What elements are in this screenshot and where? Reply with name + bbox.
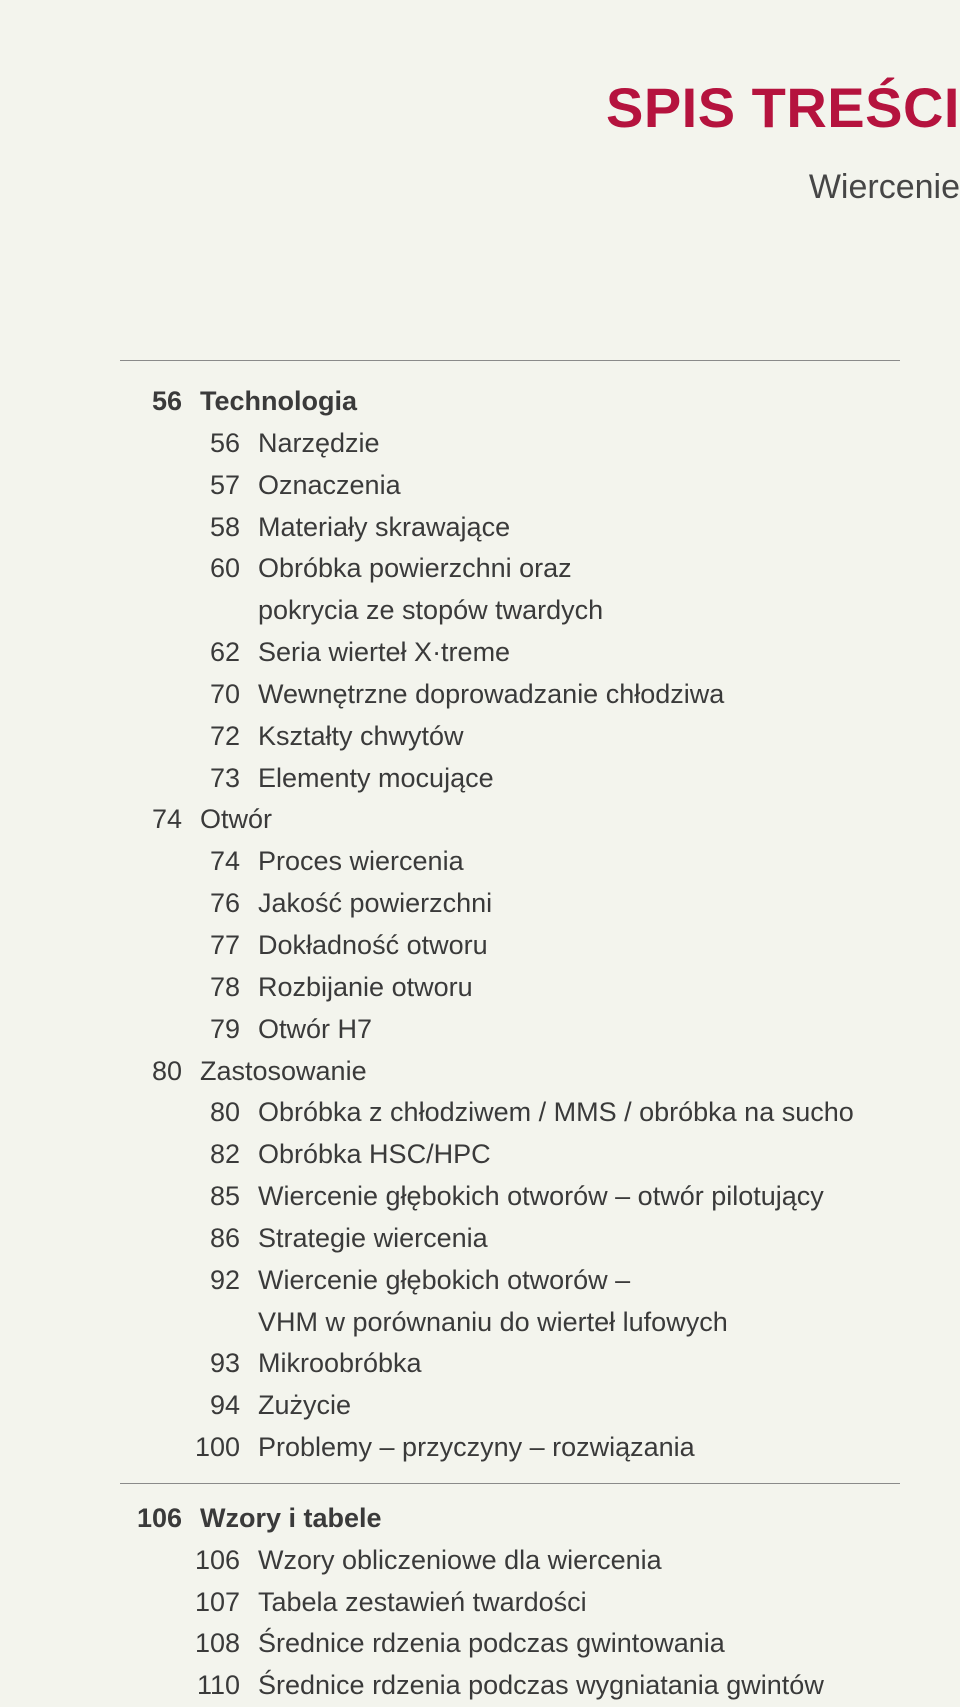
toc-entry: 106Wzory obliczeniowe dla wiercenia xyxy=(120,1540,900,1582)
toc-entry: 107Tabela zestawień twardości xyxy=(120,1582,900,1624)
table-of-contents: 56Technologia56Narzędzie57Oznaczenia58Ma… xyxy=(120,360,900,1707)
toc-page-number: 93 xyxy=(178,1343,258,1385)
toc-page-number: 80 xyxy=(120,1051,200,1093)
toc-entry: 110Średnice rdzenia podczas wygniatania … xyxy=(120,1665,900,1707)
toc-label: Wzory obliczeniowe dla wiercenia xyxy=(258,1540,900,1582)
toc-entry: 86Strategie wiercenia xyxy=(120,1218,900,1260)
toc-label: Średnice rdzenia podczas wygniatania gwi… xyxy=(258,1665,900,1707)
toc-entry: 73Elementy mocujące xyxy=(120,758,900,800)
toc-label: Obróbka powierzchni oraz xyxy=(258,548,900,590)
toc-page-number: 82 xyxy=(178,1134,258,1176)
toc-label: Zużycie xyxy=(258,1385,900,1427)
toc-page-number: 77 xyxy=(178,925,258,967)
toc-entry: 56Narzędzie xyxy=(120,423,900,465)
toc-entry: 77Dokładność otworu xyxy=(120,925,900,967)
toc-entry: 70Wewnętrzne doprowadzanie chłodziwa xyxy=(120,674,900,716)
toc-page-number: 80 xyxy=(178,1092,258,1134)
toc-entry: 85Wiercenie głębokich otworów – otwór pi… xyxy=(120,1176,900,1218)
toc-label: Wewnętrzne doprowadzanie chłodziwa xyxy=(258,674,900,716)
toc-label: Oznaczenia xyxy=(258,465,900,507)
toc-page-number: 86 xyxy=(178,1218,258,1260)
toc-entry: 60Obróbka powierzchni oraz xyxy=(120,548,900,590)
toc-label: Obróbka HSC/HPC xyxy=(258,1134,900,1176)
toc-page-number: 107 xyxy=(178,1582,258,1624)
toc-page-number: 74 xyxy=(120,799,200,841)
toc-entry: 57Oznaczenia xyxy=(120,465,900,507)
toc-entry: 82Obróbka HSC/HPC xyxy=(120,1134,900,1176)
toc-label: Seria wierteł X·treme xyxy=(258,632,900,674)
toc-entry: 76Jakość powierzchni xyxy=(120,883,900,925)
toc-page-number: 56 xyxy=(120,381,200,423)
toc-label: Zastosowanie xyxy=(200,1051,900,1093)
toc-entry-continuation: VHM w porównaniu do wierteł lufowych xyxy=(120,1302,900,1344)
toc-page-number: 58 xyxy=(178,507,258,549)
toc-page-number: 57 xyxy=(178,465,258,507)
toc-label-continuation: pokrycia ze stopów twardych xyxy=(258,590,900,632)
toc-page-number: 62 xyxy=(178,632,258,674)
toc-page-number: 74 xyxy=(178,841,258,883)
toc-page-number: 100 xyxy=(178,1427,258,1469)
toc-label-continuation: VHM w porównaniu do wierteł lufowych xyxy=(258,1302,900,1344)
toc-page-number: 76 xyxy=(178,883,258,925)
toc-entry: 79Otwór H7 xyxy=(120,1009,900,1051)
toc-page-number: 85 xyxy=(178,1176,258,1218)
toc-section: 74Otwór xyxy=(120,799,900,841)
toc-entry-continuation: pokrycia ze stopów twardych xyxy=(120,590,900,632)
toc-section: 80Zastosowanie xyxy=(120,1051,900,1093)
toc-label: Rozbijanie otworu xyxy=(258,967,900,1009)
header-block: SPIS TREŚCI Wiercenie xyxy=(606,75,960,207)
toc-entry: 108Średnice rdzenia podczas gwintowania xyxy=(120,1623,900,1665)
toc-page-number: 60 xyxy=(178,548,258,590)
toc-label: Otwór xyxy=(200,799,900,841)
toc-entry: 74Proces wiercenia xyxy=(120,841,900,883)
divider xyxy=(120,1483,900,1484)
toc-entry: 62Seria wierteł X·treme xyxy=(120,632,900,674)
page: SPIS TREŚCI Wiercenie 56Technologia56Nar… xyxy=(0,0,960,1665)
page-title: SPIS TREŚCI xyxy=(606,75,960,140)
toc-page-number: 73 xyxy=(178,758,258,800)
toc-page-number: 108 xyxy=(178,1623,258,1665)
toc-entry: 58Materiały skrawające xyxy=(120,507,900,549)
toc-entry: 92Wiercenie głębokich otworów – xyxy=(120,1260,900,1302)
toc-label: Otwór H7 xyxy=(258,1009,900,1051)
toc-section: 106Wzory i tabele xyxy=(120,1498,900,1540)
divider xyxy=(120,360,900,361)
toc-section: 56Technologia xyxy=(120,381,900,423)
toc-label: Kształty chwytów xyxy=(258,716,900,758)
toc-entry: 93Mikroobróbka xyxy=(120,1343,900,1385)
toc-label: Problemy – przyczyny – rozwiązania xyxy=(258,1427,900,1469)
toc-entry: 72Kształty chwytów xyxy=(120,716,900,758)
toc-entry: 78Rozbijanie otworu xyxy=(120,967,900,1009)
toc-page-number: 106 xyxy=(178,1540,258,1582)
toc-label: Elementy mocujące xyxy=(258,758,900,800)
toc-label: Obróbka z chłodziwem / MMS / obróbka na … xyxy=(258,1092,900,1134)
toc-page-number: 92 xyxy=(178,1260,258,1302)
toc-label: Wzory i tabele xyxy=(200,1498,900,1540)
toc-label: Tabela zestawień twardości xyxy=(258,1582,900,1624)
toc-label: Materiały skrawające xyxy=(258,507,900,549)
toc-label: Proces wiercenia xyxy=(258,841,900,883)
toc-entry: 80Obróbka z chłodziwem / MMS / obróbka n… xyxy=(120,1092,900,1134)
toc-label: Jakość powierzchni xyxy=(258,883,900,925)
toc-label: Wiercenie głębokich otworów – xyxy=(258,1260,900,1302)
toc-label: Wiercenie głębokich otworów – otwór pilo… xyxy=(258,1176,900,1218)
toc-entry: 100Problemy – przyczyny – rozwiązania xyxy=(120,1427,900,1469)
toc-label: Narzędzie xyxy=(258,423,900,465)
toc-page-number: 110 xyxy=(178,1665,258,1707)
toc-label: Dokładność otworu xyxy=(258,925,900,967)
toc-page-number: 106 xyxy=(120,1498,200,1540)
toc-page-number: 79 xyxy=(178,1009,258,1051)
toc-entry: 94Zużycie xyxy=(120,1385,900,1427)
toc-page-number: 78 xyxy=(178,967,258,1009)
toc-page-number: 56 xyxy=(178,423,258,465)
toc-label: Technologia xyxy=(200,381,900,423)
toc-page-number: 70 xyxy=(178,674,258,716)
toc-page-number: 72 xyxy=(178,716,258,758)
toc-label: Mikroobróbka xyxy=(258,1343,900,1385)
toc-label: Strategie wiercenia xyxy=(258,1218,900,1260)
toc-label: Średnice rdzenia podczas gwintowania xyxy=(258,1623,900,1665)
toc-page-number: 94 xyxy=(178,1385,258,1427)
page-subtitle: Wiercenie xyxy=(606,168,960,207)
